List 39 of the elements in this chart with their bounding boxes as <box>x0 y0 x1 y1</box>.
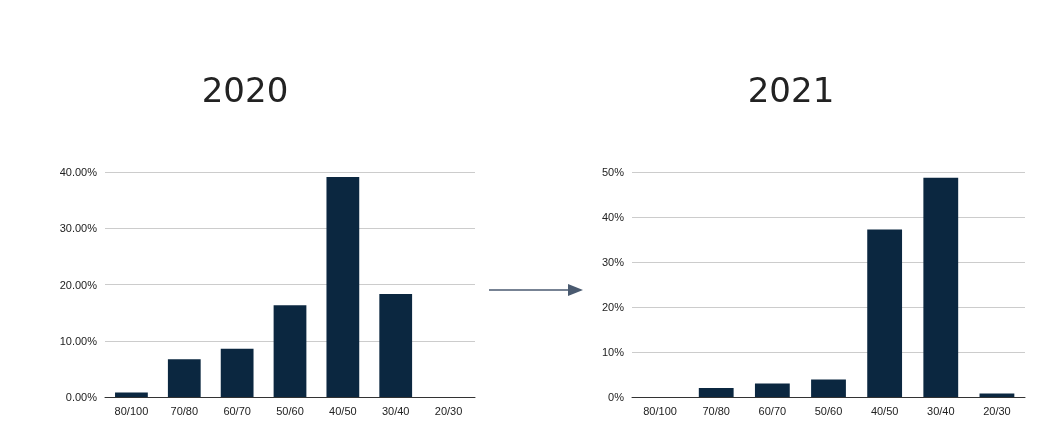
chart-title: 2021 <box>747 70 835 110</box>
bar <box>698 388 734 397</box>
x-tick-label: 40/50 <box>870 404 899 417</box>
y-tick-label: 10% <box>601 346 625 358</box>
y-tick-label: 10.00% <box>59 334 98 347</box>
bar <box>754 383 790 397</box>
x-tick-label: 30/40 <box>927 404 955 417</box>
y-tick-label: 30.00% <box>59 222 98 235</box>
x-tick-label: 20/30 <box>983 404 1011 417</box>
bar <box>115 392 148 397</box>
bar <box>811 379 846 397</box>
bar <box>167 359 201 397</box>
chart-title: 2020 <box>201 70 289 110</box>
x-tick-label: 70/80 <box>170 404 199 417</box>
bar <box>979 393 1015 397</box>
y-tick-label: 0% <box>608 391 625 403</box>
x-tick-label: 60/70 <box>223 404 251 417</box>
y-tick-label: 50% <box>601 166 625 178</box>
y-tick-label: 20% <box>601 301 625 313</box>
y-tick-label: 20.00% <box>59 278 98 291</box>
bar <box>923 177 959 397</box>
x-tick-label: 60/70 <box>758 404 787 417</box>
bar <box>273 305 307 397</box>
y-tick-label: 30% <box>601 256 625 268</box>
x-tick-label: 40/50 <box>329 404 357 417</box>
x-tick-label: 30/40 <box>381 404 410 417</box>
x-tick-label: 70/80 <box>702 404 730 417</box>
x-tick-label: 50/60 <box>814 404 843 417</box>
x-tick-label: 20/30 <box>434 404 463 417</box>
y-tick-label: 40% <box>601 211 625 223</box>
bar <box>220 348 254 397</box>
bar <box>326 177 360 397</box>
x-tick-label: 80/100 <box>114 404 149 417</box>
bar <box>379 294 413 397</box>
y-tick-label: 0.00% <box>65 391 98 403</box>
bar <box>867 229 903 397</box>
x-tick-label: 50/60 <box>276 404 304 417</box>
y-tick-label: 40.00% <box>59 166 98 178</box>
x-tick-label: 80/100 <box>643 404 677 417</box>
